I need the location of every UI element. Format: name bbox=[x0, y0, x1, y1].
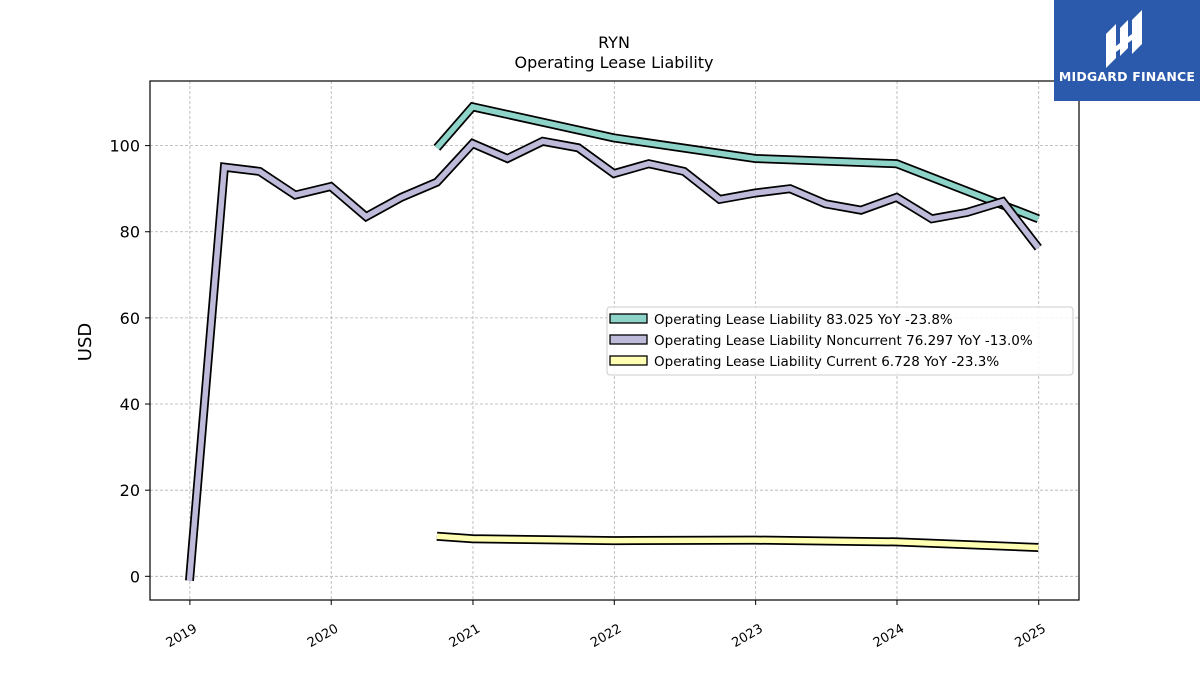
midgard-logo-icon bbox=[1106, 10, 1142, 68]
y-axis-label: USD bbox=[75, 323, 96, 361]
legend-swatch bbox=[609, 313, 648, 324]
y-tick-label: 60 bbox=[120, 309, 140, 328]
x-tick-label: 2025 bbox=[1013, 621, 1049, 651]
x-tick-label: 2024 bbox=[871, 621, 907, 651]
y-tick-label: 100 bbox=[109, 137, 140, 156]
legend-swatch bbox=[609, 355, 648, 366]
brand-logo: MIDGARD FINANCE bbox=[1054, 0, 1200, 101]
x-tick-label: 2019 bbox=[164, 621, 200, 651]
x-tick-label: 2023 bbox=[729, 621, 765, 651]
y-tick-label: 0 bbox=[130, 567, 140, 586]
logo-text: MIDGARD FINANCE bbox=[1058, 69, 1196, 84]
x-tick-label: 2021 bbox=[447, 621, 483, 651]
series-lines bbox=[185, 101, 1042, 581]
x-tick-label: 2022 bbox=[588, 621, 624, 651]
grid bbox=[150, 81, 1079, 600]
x-tick-label: 2020 bbox=[305, 621, 341, 651]
legend-label: Operating Lease Liability 83.025 YoY -23… bbox=[654, 312, 953, 328]
legend-box bbox=[606, 306, 1074, 376]
series-line-1 bbox=[433, 101, 1040, 223]
y-tick-label: 20 bbox=[120, 481, 140, 500]
chart-title: RYN bbox=[598, 33, 630, 52]
axis-ticks: 0 20 40 60 80 100 2019 2020 2021 2022 2023 2024 2025 bbox=[109, 137, 1048, 651]
legend-label: Operating Lease Liability Noncurrent 76.… bbox=[654, 333, 1033, 349]
y-tick-label: 80 bbox=[120, 223, 140, 242]
chart-subtitle: Operating Lease Liability bbox=[514, 53, 713, 72]
y-tick-label: 40 bbox=[120, 395, 140, 414]
series-line-3 bbox=[436, 531, 1039, 552]
series-line-2 bbox=[185, 136, 1042, 581]
legend-swatch bbox=[609, 334, 648, 345]
legend-label: Operating Lease Liability Current 6.728 … bbox=[654, 354, 999, 370]
legend: Operating Lease Liability 83.025 YoY -23… bbox=[606, 306, 1074, 376]
